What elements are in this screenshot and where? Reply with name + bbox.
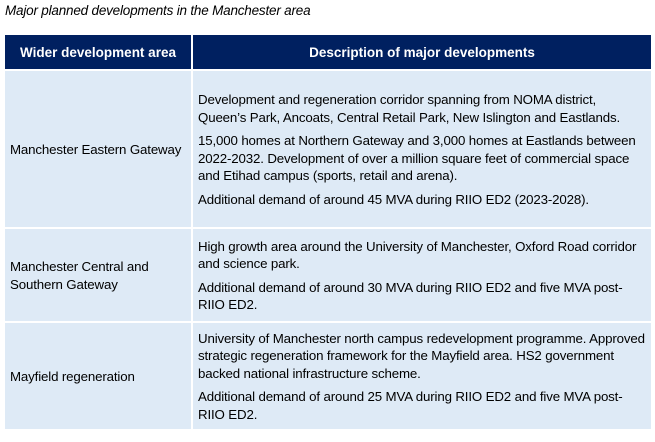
header-area: Wider development area: [5, 35, 191, 69]
description-paragraph: Additional demand of around 30 MVA durin…: [198, 279, 623, 313]
description-paragraph: Additional demand of around 25 MVA durin…: [198, 389, 623, 422]
description-paragraph: Additional demand of around 45 MVA durin…: [198, 191, 589, 207]
area-cell: Manchester Eastern Gateway: [5, 71, 191, 227]
table-row: Manchester Central and Southern Gateway …: [5, 229, 651, 321]
description-paragraph: University of Manchester north campus re…: [198, 330, 645, 381]
table-row: Mayfield regeneration University of Manc…: [5, 323, 651, 429]
area-cell: Mayfield regeneration: [5, 323, 191, 429]
table-row: Manchester Eastern Gateway Development a…: [5, 71, 651, 227]
description-paragraph: High growth area around the University o…: [198, 238, 637, 272]
description-cell: High growth area around the University o…: [193, 229, 651, 321]
developments-table: Wider development area Description of ma…: [3, 33, 653, 431]
area-cell: Manchester Central and Southern Gateway: [5, 229, 191, 321]
header-row: Wider development area Description of ma…: [5, 35, 651, 69]
description-paragraph: Development and regeneration corridor sp…: [198, 92, 621, 125]
table-caption: Major planned developments in the Manche…: [5, 3, 311, 18]
description-cell: University of Manchester north campus re…: [193, 323, 651, 429]
header-description: Description of major developments: [193, 35, 651, 69]
description-cell: Development and regeneration corridor sp…: [193, 71, 651, 227]
description-paragraph: 15,000 homes at Northern Gateway and 3,0…: [198, 133, 636, 183]
